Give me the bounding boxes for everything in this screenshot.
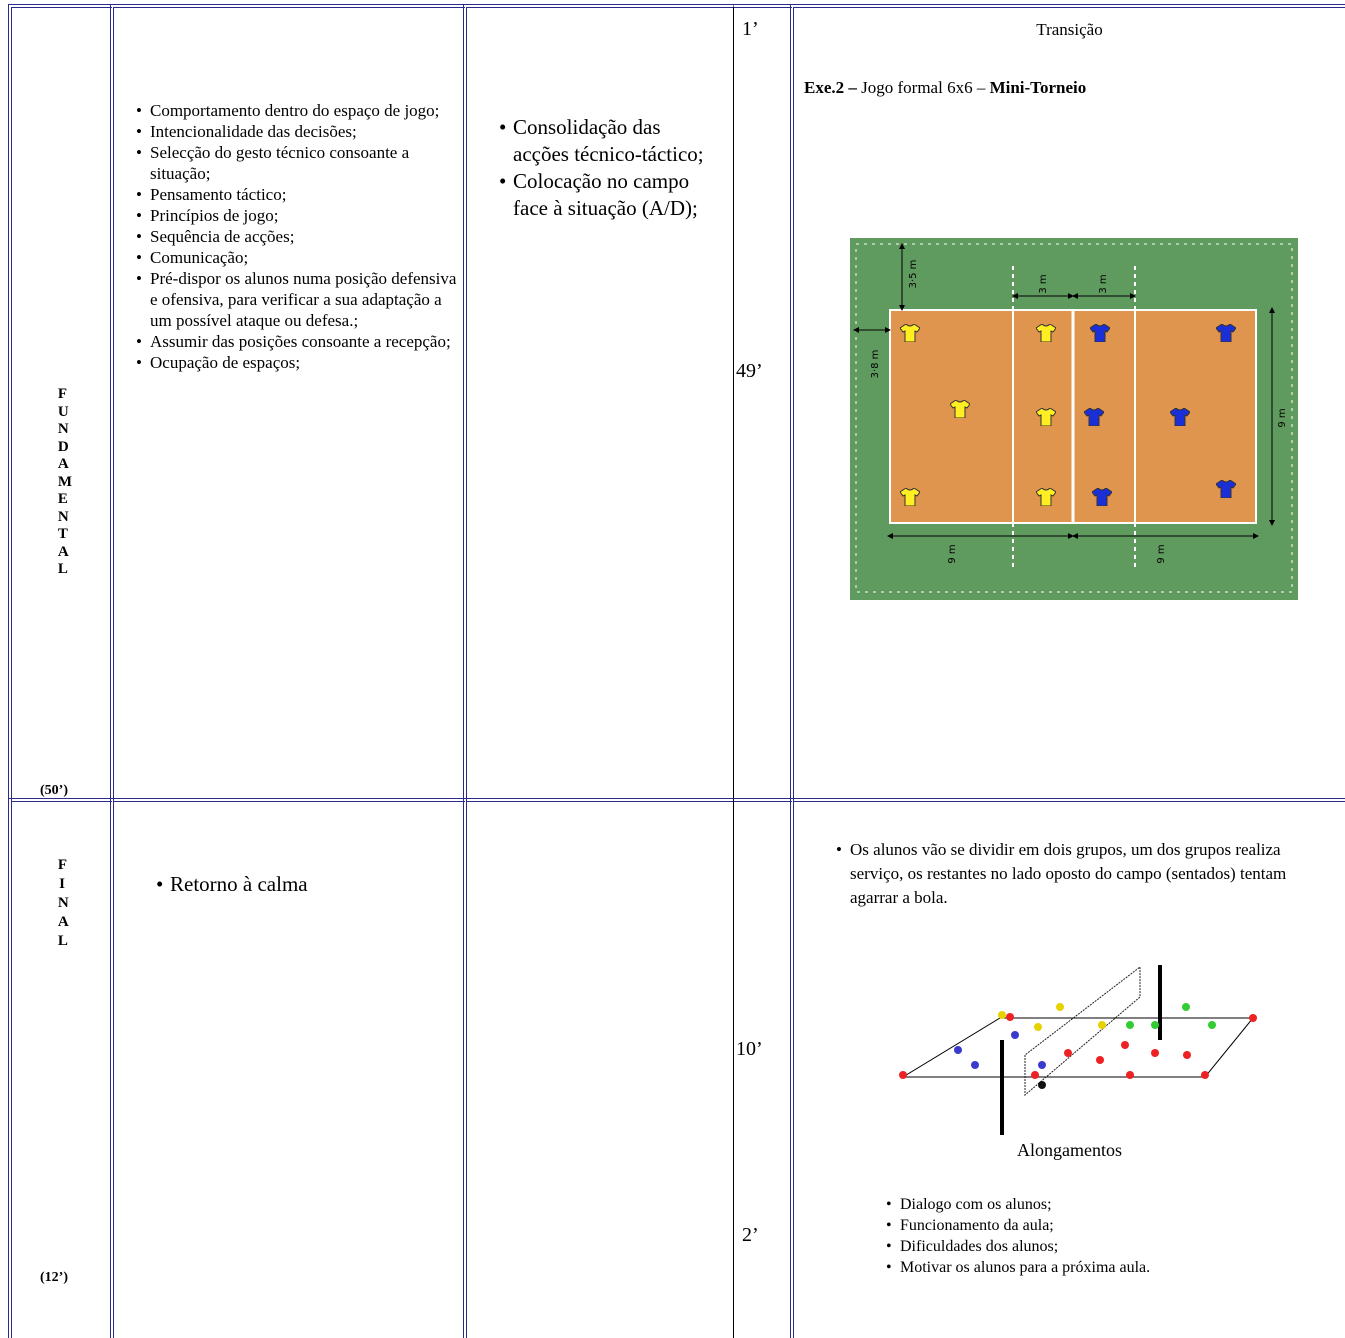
objective: Sequência de acções;: [136, 226, 460, 247]
objectives-cell: Retorno à calma: [110, 798, 465, 1338]
time: 10’: [736, 1038, 763, 1060]
objective: Ocupação de espaços;: [136, 352, 460, 373]
objectives-cell: Comportamento dentro do espaço de jogo; …: [110, 4, 465, 801]
dimension-label: 3·5 m: [908, 260, 919, 289]
objective: Assumir das posições consoante a recepçã…: [136, 331, 460, 352]
description-cell: Transição Exe.2 – Jogo formal 6x6 – Mini…: [790, 4, 1345, 801]
exercise: Exe.2 – Jogo formal 6x6 – Mini-Torneio: [804, 78, 1086, 98]
objectives-list: Comportamento dentro do espaço de jogo; …: [136, 100, 460, 373]
content-list: Consolidação das acções técnico-táctico;…: [499, 114, 713, 222]
dimension-label: 3·8 m: [870, 350, 881, 379]
caption: Alongamentos: [1017, 1140, 1122, 1160]
phase-duration: (50’): [40, 783, 68, 798]
time-cell: 10’ 2’: [733, 798, 792, 1338]
dimension-label: 9 m: [947, 544, 958, 563]
content-cell: [463, 798, 735, 1338]
objective: Selecção do gesto técnico consoante a si…: [136, 142, 460, 184]
closing-item: Motivar os alunos para a próxima aula.: [886, 1257, 1150, 1278]
phase-label: FUNDAMENTAL: [57, 386, 73, 577]
closing-item: Dialogo com os alunos;: [886, 1194, 1150, 1215]
exercise-text: Jogo formal 6x6 –: [861, 78, 986, 97]
court-diagram: 3·5 m 3 m 3 m 3·8 m 9 m 9 m 9 m: [850, 238, 1298, 600]
exercise-name: Mini-Torneio: [989, 78, 1087, 97]
closing-list: Dialogo com os alunos; Funcionamento da …: [886, 1194, 1150, 1278]
description-cell: Os alunos vão se dividir em dois grupos,…: [790, 798, 1345, 1338]
closing-item: Funcionamento da aula;: [886, 1215, 1150, 1236]
time-cell: 1’ 49’: [733, 4, 792, 801]
closing-item: Dificuldades dos alunos;: [886, 1236, 1150, 1257]
objectives-list: Retorno à calma: [156, 872, 308, 897]
objective: Pensamento táctico;: [136, 184, 460, 205]
net: [1024, 965, 1141, 1097]
phase-label: FINAL: [57, 857, 69, 949]
free-zone: [855, 243, 1293, 593]
objective: Princípios de jogo;: [136, 205, 460, 226]
time: 49’: [736, 360, 763, 382]
objective: Pré-dispor os alunos numa posição defens…: [136, 268, 460, 331]
time: 2’: [742, 1224, 759, 1246]
intro: Os alunos vão se dividir em dois grupos,…: [836, 838, 1330, 910]
dimension-label: 3 m: [1098, 274, 1109, 293]
players: [954, 1003, 1216, 1089]
dimension-label: 3 m: [1038, 274, 1049, 293]
court-lines: [1012, 266, 1136, 568]
phase-cell: FUNDAMENTAL (50’): [8, 4, 112, 801]
objective: Retorno à calma: [156, 872, 308, 897]
dimension-label: 9 m: [1156, 544, 1167, 563]
time: 1’: [742, 18, 759, 40]
service-drill-illustration: [899, 965, 1257, 1135]
content-cell: Consolidação das acções técnico-táctico;…: [463, 4, 735, 801]
cones: [899, 1013, 1257, 1079]
objective: Comportamento dentro do espaço de jogo;: [136, 100, 460, 121]
objective: Intencionalidade das decisões;: [136, 121, 460, 142]
phase-cell: FINAL (12’): [8, 798, 112, 1338]
objective: Comunicação;: [136, 247, 460, 268]
intro-list: Os alunos vão se dividir em dois grupos,…: [836, 838, 1330, 910]
exercise-label: Exe.2 –: [804, 78, 857, 97]
heading: Transição: [1036, 20, 1103, 39]
phase-duration: (12’): [40, 1270, 68, 1285]
dimension-label: 9 m: [1277, 408, 1288, 427]
content-item: Consolidação das acções técnico-táctico;: [499, 114, 713, 168]
dimension-lines: [853, 243, 1275, 539]
content-item: Colocação no campo face à situação (A/D)…: [499, 168, 713, 222]
